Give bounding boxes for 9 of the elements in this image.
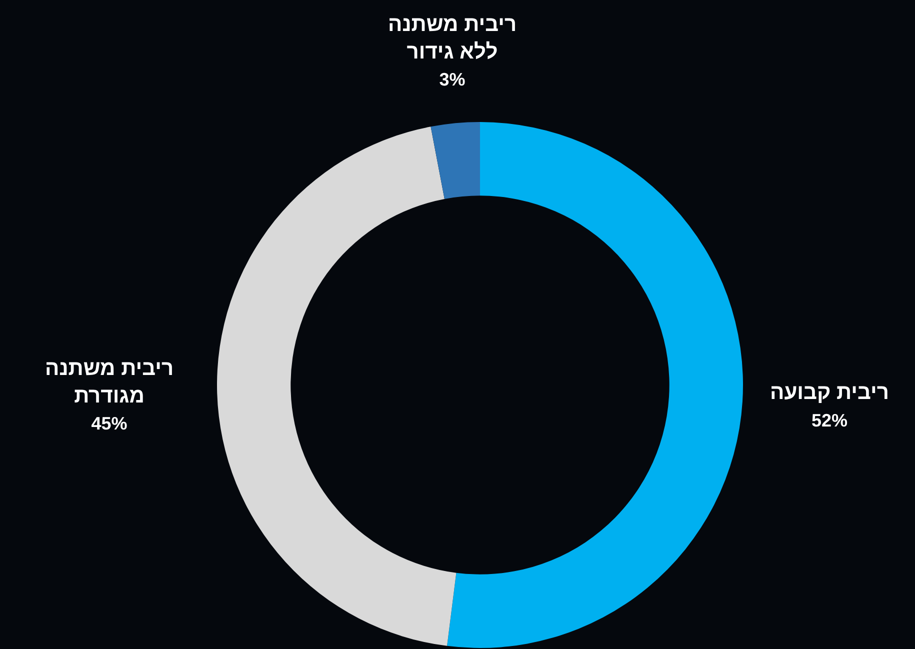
donut-slice — [447, 122, 742, 648]
donut-slice — [430, 122, 480, 199]
donut-slice — [217, 126, 456, 646]
slice-label: ריבית משתנה מגודרת — [45, 357, 174, 408]
slice-label: ריבית משתנה ללא גידור — [388, 13, 517, 64]
data-label: 45% — [91, 414, 128, 434]
data-label: 3% — [439, 70, 466, 90]
data-label: 52% — [811, 410, 848, 430]
slice-label: ריבית קבועה — [770, 381, 889, 404]
